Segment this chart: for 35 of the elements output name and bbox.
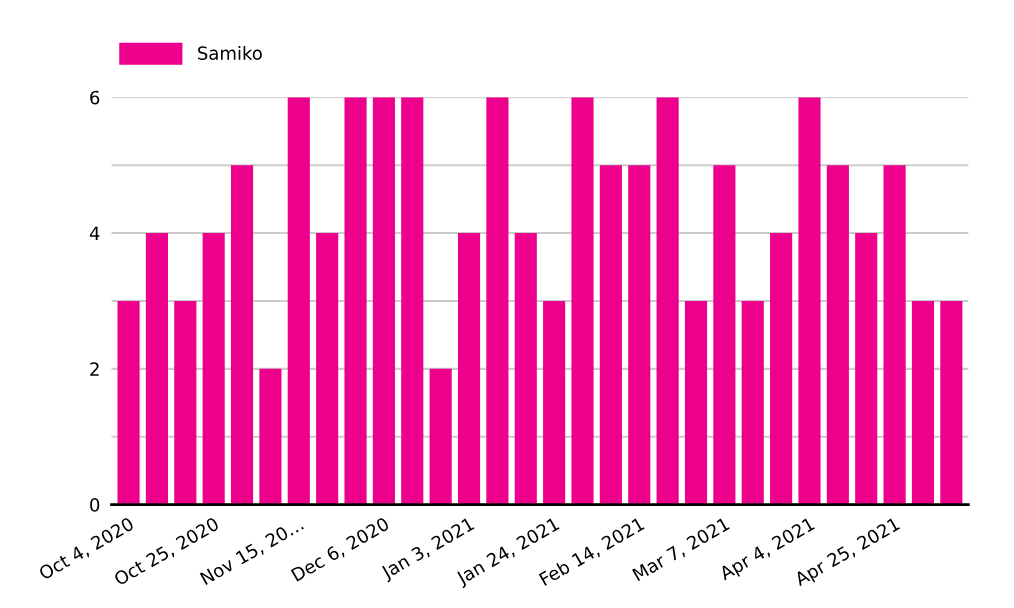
bar [628, 165, 651, 505]
bar [940, 300, 963, 505]
bar [770, 233, 793, 505]
bar [287, 97, 310, 505]
legend-label: Samiko [198, 45, 262, 60]
bar [514, 233, 537, 505]
bar [571, 97, 594, 505]
y-tick-label: 2 [90, 362, 99, 376]
bar [599, 165, 622, 505]
bar [883, 165, 906, 505]
bar [316, 233, 339, 505]
bar [429, 368, 452, 505]
y-tick-label: 4 [89, 226, 100, 240]
bar [741, 300, 764, 505]
bar [344, 97, 367, 505]
bar [202, 233, 225, 505]
bar [684, 300, 708, 505]
y-tick-label: 6 [90, 90, 100, 105]
bar [656, 97, 679, 505]
bar [259, 368, 282, 505]
bar [230, 165, 254, 505]
bar [543, 300, 566, 505]
bar [486, 97, 509, 505]
bar [713, 165, 736, 505]
bar [145, 233, 168, 505]
bar [826, 165, 849, 505]
bar [457, 233, 481, 505]
bar [174, 300, 197, 505]
bar [855, 233, 878, 505]
bar [798, 97, 821, 505]
bar [372, 97, 395, 505]
y-tick-label: 0 [90, 498, 100, 512]
bar [401, 97, 424, 505]
bar [117, 300, 140, 505]
bar [911, 300, 935, 505]
